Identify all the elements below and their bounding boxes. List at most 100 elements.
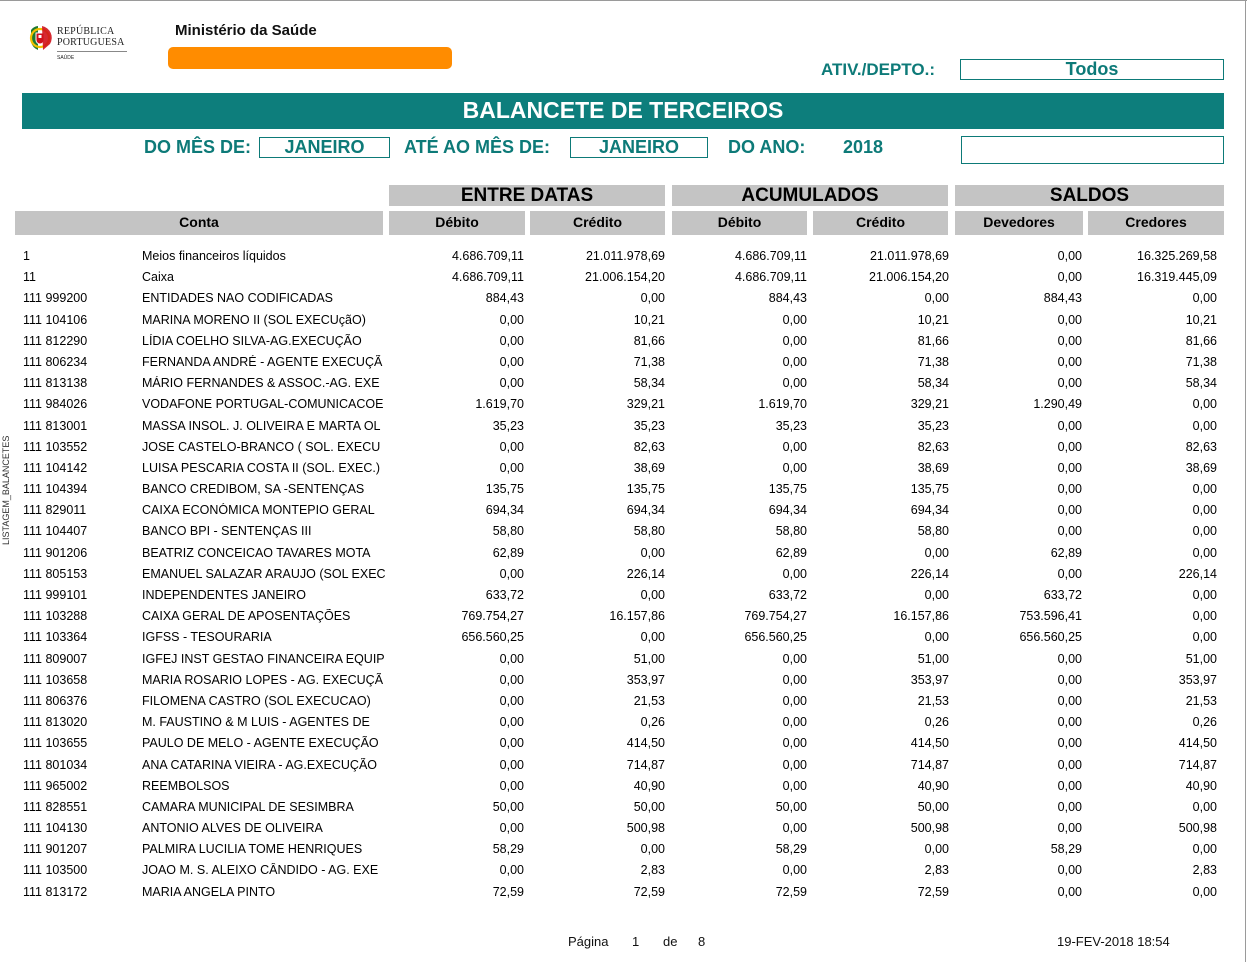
value-debito-acum: 58,80: [775, 524, 807, 539]
account-code: 111 801034: [23, 757, 88, 772]
account-name: REEMBOLSOS: [142, 778, 230, 793]
of-label: de: [663, 934, 678, 949]
value-credito-entre: 81,66: [633, 333, 665, 348]
value-credito-entre: 694,34: [626, 503, 665, 518]
value-debito-entre: 0,00: [499, 736, 524, 751]
page-frame-right: [1245, 0, 1246, 962]
ministry-name: Ministério da Saúde: [175, 22, 317, 39]
value-devedores: 656.560,25: [1019, 630, 1082, 645]
value-credito-acum: 50,00: [917, 799, 949, 814]
value-debito-acum: 0,00: [782, 736, 807, 751]
value-credito-acum: 21,53: [917, 693, 949, 708]
account-name: MÁRIO FERNANDES & ASSOC.-AG. EXE: [142, 376, 380, 391]
value-debito-acum: 884,43: [768, 291, 807, 306]
account-code: 111 104106: [23, 312, 88, 327]
value-credores: 21,53: [1185, 693, 1217, 708]
header-devedores: Devedores: [955, 211, 1083, 235]
value-credito-acum: 2,83: [924, 863, 949, 878]
value-devedores: 0,00: [1057, 863, 1082, 878]
value-devedores: 0,00: [1057, 672, 1082, 687]
header-debito-entre: Débito: [389, 211, 525, 235]
value-debito-acum: 633,72: [768, 588, 807, 602]
ativ-depto-label: ATIV./DEPTO.:: [821, 60, 935, 79]
table-row: 111 103655 PAULO DE MELO - AGENTE EXECUÇÃ…: [0, 732, 1247, 753]
value-credito-entre: 329,21: [626, 397, 665, 412]
value-credito-acum: 82,63: [917, 439, 949, 454]
account-name: FILOMENA CASTRO (SOL EXECUCAO): [142, 693, 371, 708]
value-debito-entre: 72,59: [492, 884, 524, 899]
account-code: 111 813001: [23, 418, 88, 433]
header-credores: Credores: [1088, 211, 1224, 235]
value-credores: 81,66: [1185, 333, 1217, 348]
account-code: 111 103500: [23, 863, 88, 878]
page-total: 8: [698, 934, 706, 949]
value-credito-acum: 58,80: [917, 524, 949, 539]
account-name: CAMARA MUNICIPAL DE SESIMBRA: [142, 799, 354, 814]
value-devedores: 0,00: [1057, 884, 1082, 899]
value-devedores: 633,72: [1043, 588, 1082, 602]
value-credito-acum: 0,00: [924, 545, 949, 560]
header-credito-acum: Crédito: [813, 211, 948, 235]
account-code: 111 813172: [23, 884, 88, 899]
value-credores: 10,21: [1185, 312, 1217, 327]
account-code: 111 806376: [23, 693, 88, 708]
value-credito-acum: 0,00: [924, 842, 949, 857]
value-devedores: 0,00: [1057, 799, 1082, 814]
value-credito-entre: 82,63: [633, 439, 665, 454]
value-credores: 0,00: [1192, 588, 1217, 602]
value-credito-entre: 2,83: [640, 863, 665, 878]
to-month-label: ATÉ AO MÊS DE:: [404, 137, 551, 157]
account-name: MARIA ANGELA PINTO: [142, 884, 276, 899]
value-credito-entre: 58,80: [633, 524, 665, 539]
value-devedores: 0,00: [1057, 778, 1082, 793]
value-debito-entre: 58,29: [492, 842, 524, 857]
table-row: 111 999200 ENTIDADES NAO CODIFICADAS 884,4…: [0, 287, 1247, 308]
table-row: 111 103288 CAIXA GERAL DE APOSENTAÇÕES 769…: [0, 605, 1247, 626]
value-credito-entre: 714,87: [626, 757, 665, 772]
account-code: 11: [23, 270, 36, 285]
value-credores: 16.319.445,09: [1137, 270, 1217, 285]
value-credito-acum: 51,00: [917, 651, 949, 666]
account-code: 111 103364: [23, 630, 88, 645]
value-credito-acum: 353,97: [910, 672, 949, 687]
value-credito-entre: 0,26: [640, 715, 665, 730]
value-credores: 0,00: [1192, 397, 1217, 412]
value-credito-entre: 21.011.978,69: [585, 249, 665, 263]
value-credito-entre: 72,59: [633, 884, 665, 899]
table-row: 111 984026 VODAFONE PORTUGAL-COMUNICACOE 1…: [0, 393, 1247, 414]
value-credores: 71,38: [1185, 354, 1217, 369]
account-code: 111 104394: [23, 482, 88, 497]
value-debito-entre: 0,00: [499, 439, 524, 454]
value-credores: 0,26: [1192, 715, 1217, 730]
from-month-value: JANEIRO: [259, 137, 390, 158]
ativ-depto-value: Todos: [960, 59, 1224, 80]
value-debito-entre: 0,00: [499, 778, 524, 793]
value-credores: 714,87: [1178, 757, 1217, 772]
value-credito-acum: 72,59: [917, 884, 949, 899]
value-credito-acum: 135,75: [910, 482, 949, 497]
to-month-value: JANEIRO: [570, 137, 708, 158]
account-name: CAIXA ECONÓMICA MONTEPIO GERAL: [142, 503, 375, 518]
value-debito-acum: 0,00: [782, 757, 807, 772]
table-row: 111 813001 MASSA INSOL. J. OLIVEIRA E MAR…: [0, 415, 1247, 436]
value-debito-entre: 884,43: [485, 291, 524, 306]
account-name: MASSA INSOL. J. OLIVEIRA E MARTA OL: [142, 418, 381, 433]
value-credito-entre: 38,69: [633, 460, 665, 475]
value-credito-acum: 71,38: [917, 354, 949, 369]
value-credores: 500,98: [1178, 821, 1217, 836]
value-credito-entre: 16.157,86: [609, 609, 665, 624]
value-debito-acum: 0,00: [782, 333, 807, 348]
value-credores: 0,00: [1192, 884, 1217, 899]
value-debito-entre: 0,00: [499, 354, 524, 369]
table-row: 111 104130 ANTONIO ALVES DE OLIVEIRA 0,00 5…: [0, 817, 1247, 838]
value-credito-acum: 226,14: [910, 566, 949, 581]
value-debito-entre: 656.560,25: [461, 630, 524, 645]
group-entre-datas: ENTRE DATAS: [389, 185, 665, 206]
value-credores: 0,00: [1192, 482, 1217, 497]
table-row: 111 999101 INDEPENDENTES JANEIRO 633,72 0,0…: [0, 584, 1247, 605]
value-credito-entre: 71,38: [633, 354, 665, 369]
value-credito-acum: 40,90: [917, 778, 949, 793]
account-name: Meios financeiros líquidos: [142, 249, 286, 263]
value-debito-entre: 0,00: [499, 863, 524, 878]
value-devedores: 0,00: [1057, 821, 1082, 836]
